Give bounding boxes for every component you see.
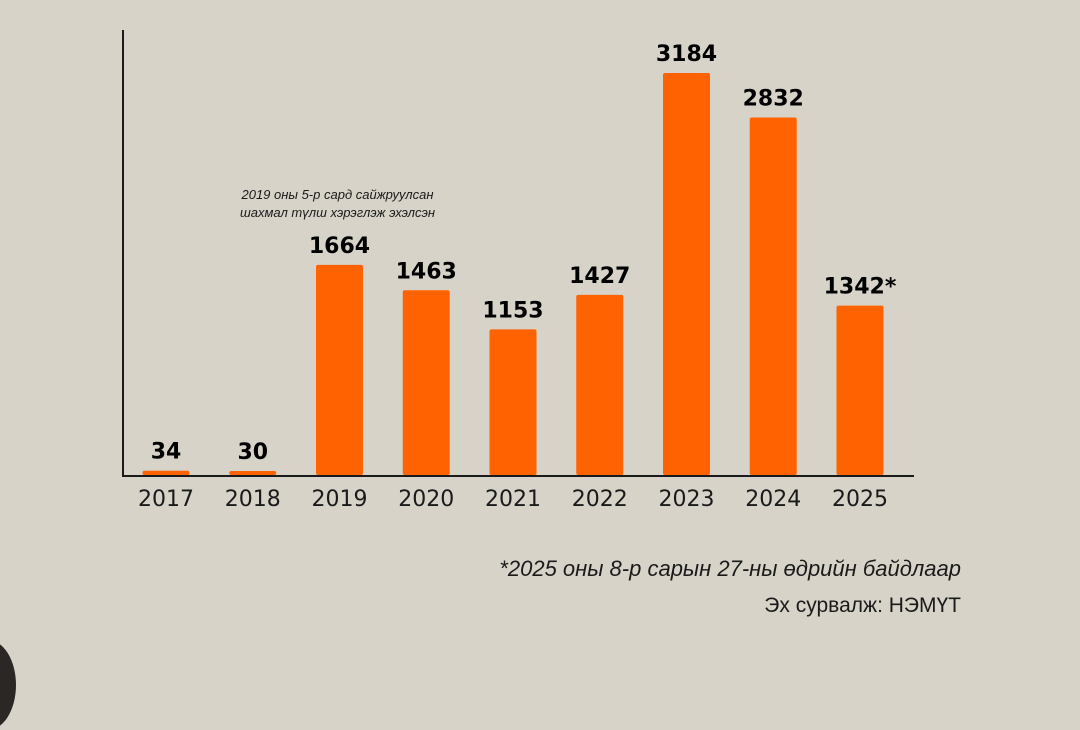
bar-2022	[576, 294, 624, 475]
bars-group	[142, 73, 884, 476]
x-tick-label-2022: 2022	[572, 487, 628, 512]
value-labels-group: 34 30 1664 1463 1153 1427 3184 2832 1342*	[151, 42, 897, 465]
annotation-line-1: 2019 оны 5-р сард сайжруулсан	[241, 187, 434, 202]
x-tick-label-2021: 2021	[485, 487, 541, 512]
value-label-2021: 1153	[482, 298, 543, 323]
x-tick-label-2017: 2017	[138, 487, 194, 512]
x-tick-label-2020: 2020	[398, 487, 454, 512]
value-label-2023: 3184	[656, 42, 717, 67]
x-tick-label-2019: 2019	[312, 487, 368, 512]
bar-2021	[489, 329, 537, 475]
annotation-line-2: шахмал түлш хэрэглэж эхэлсэн	[239, 205, 436, 220]
bar-2025	[836, 305, 884, 475]
value-label-2019: 1664	[309, 234, 370, 259]
bar-2020	[402, 290, 450, 475]
footnote: *2025 оны 8-р сарын 27-ны өдрийн байдлаа…	[499, 556, 961, 581]
value-label-2024: 2832	[743, 86, 804, 111]
x-tick-label-2023: 2023	[659, 487, 715, 512]
value-label-2020: 1463	[396, 259, 457, 284]
x-tick-label-2025: 2025	[832, 487, 888, 512]
bar-2019	[316, 264, 363, 475]
x-tick-label-2018: 2018	[225, 487, 281, 512]
value-label-2025: 1342*	[824, 275, 897, 300]
value-label-2017: 34	[151, 440, 182, 465]
chart-annotation: 2019 оны 5-р сард сайжруулсан шахмал түл…	[200, 186, 475, 222]
x-tick-labels-group: 2017 2018 2019 2020 2021 2022 2023 2024 2025	[138, 487, 888, 512]
bar-2017	[142, 470, 190, 475]
bar-2023	[663, 73, 710, 475]
bar-2024	[749, 117, 797, 476]
x-tick-label-2024: 2024	[745, 487, 801, 512]
bar-2018	[229, 471, 277, 475]
value-label-2022: 1427	[569, 264, 630, 289]
source-note: Эх сурвалж: НЭМҮТ	[764, 594, 961, 617]
value-label-2018: 30	[237, 440, 268, 465]
